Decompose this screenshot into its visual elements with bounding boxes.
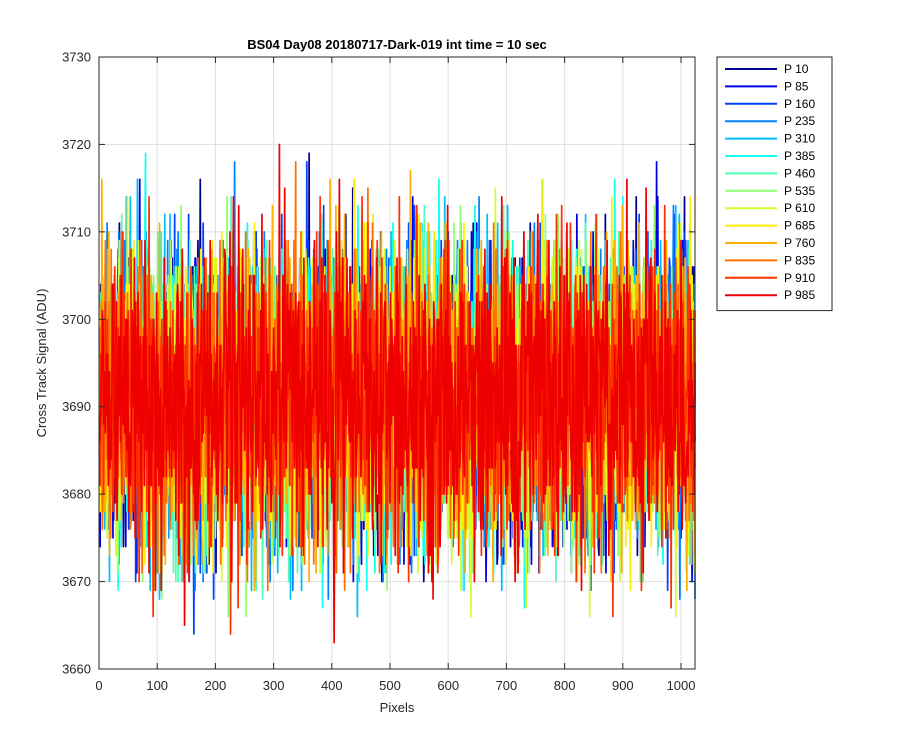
y-tick-label: 3680 (62, 487, 91, 502)
legend-box (716, 56, 833, 312)
y-tick-label: 3660 (62, 662, 91, 677)
legend-entry: P 85 (784, 79, 809, 93)
legend-entry: P 610 (784, 201, 815, 215)
legend-entry: P 385 (784, 149, 815, 163)
x-tick-label: 400 (321, 678, 343, 693)
axis-ticks: 0 100 200 300 400 500 600 700 800 900 1000 3660 3670… (62, 50, 695, 694)
x-tick-label: 800 (554, 678, 576, 693)
x-tick-label: 0 (95, 678, 102, 693)
chart-title: BS04 Day08 20180717-Dark-019 int time = … (247, 37, 547, 52)
legend-entry: P 460 (784, 166, 815, 180)
y-tick-label: 3670 (62, 574, 91, 589)
x-tick-label: 300 (263, 678, 285, 693)
y-tick-label: 3690 (62, 399, 91, 414)
y-tick-label: 3710 (62, 224, 91, 239)
y-tick-label: 3700 (62, 312, 91, 327)
x-tick-label: 200 (205, 678, 227, 693)
x-tick-label: 500 (379, 678, 401, 693)
legend: P 10 P 85 P 160 P 235 P 310 P 385 P 460 P 535 P … (716, 56, 833, 312)
series-layer (98, 143, 696, 644)
x-tick-label: 100 (146, 678, 168, 693)
series-line (98, 143, 696, 644)
x-axis-label: Pixels (380, 700, 415, 715)
y-axis-label: Cross Track Signal (ADU) (34, 289, 49, 438)
legend-entry: P 985 (784, 288, 815, 302)
legend-entry: P 535 (784, 184, 815, 198)
legend-entry: P 835 (784, 253, 815, 267)
legend-entry: P 235 (784, 114, 815, 128)
x-tick-label: 700 (496, 678, 518, 693)
x-tick-label: 1000 (667, 678, 696, 693)
y-tick-label: 3720 (62, 137, 91, 152)
legend-entry: P 685 (784, 219, 815, 233)
legend-entry: P 310 (784, 132, 815, 146)
legend-entry: P 10 (784, 62, 809, 76)
legend-entry: P 760 (784, 236, 815, 250)
axes-box (98, 56, 696, 670)
x-tick-label: 600 (437, 678, 459, 693)
x-tick-label: 900 (612, 678, 634, 693)
y-tick-label: 3730 (62, 50, 91, 65)
legend-entry: P 910 (784, 271, 815, 285)
legend-entry: P 160 (784, 97, 815, 111)
